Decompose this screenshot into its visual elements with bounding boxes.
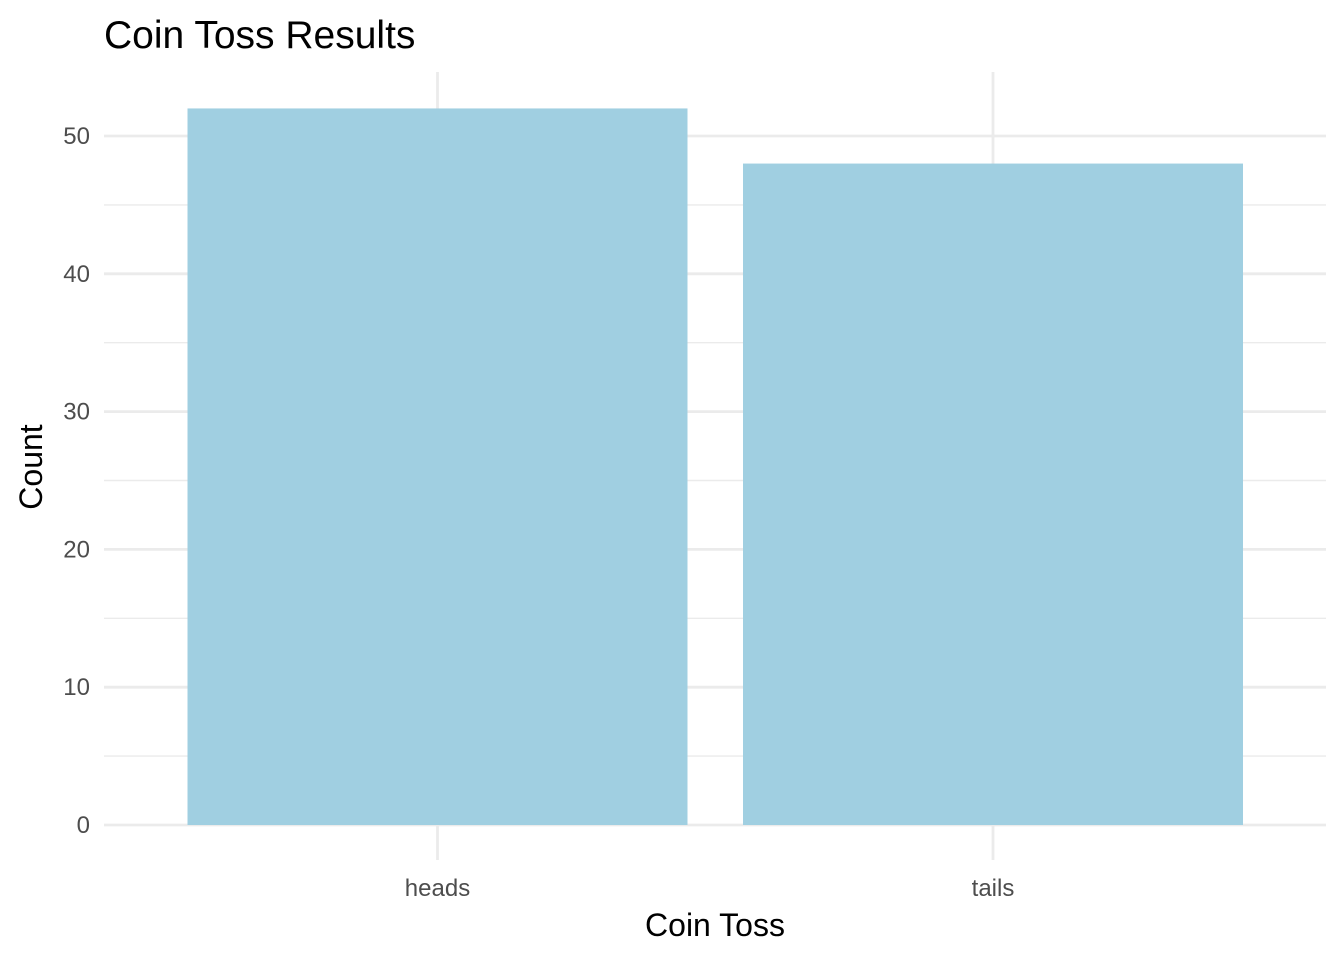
y-tick-label: 0 [77, 812, 90, 839]
y-tick-label: 20 [63, 536, 90, 563]
y-tick-label: 40 [63, 261, 90, 288]
y-axis-label: Count [13, 424, 49, 510]
y-tick-label: 50 [63, 123, 90, 150]
x-tick-label: tails [972, 875, 1015, 902]
chart-title: Coin Toss Results [104, 14, 415, 57]
x-tick-labels: heads tails [405, 875, 1015, 902]
x-axis-label: Coin Toss [645, 907, 785, 943]
bars-layer [187, 108, 1243, 825]
x-tick-label: heads [405, 875, 470, 902]
y-tick-label: 30 [63, 399, 90, 426]
bar-heads [187, 108, 688, 825]
bar-tails [743, 163, 1243, 825]
y-tick-labels: 0 10 20 30 40 50 [63, 123, 90, 839]
y-tick-label: 10 [63, 674, 90, 701]
